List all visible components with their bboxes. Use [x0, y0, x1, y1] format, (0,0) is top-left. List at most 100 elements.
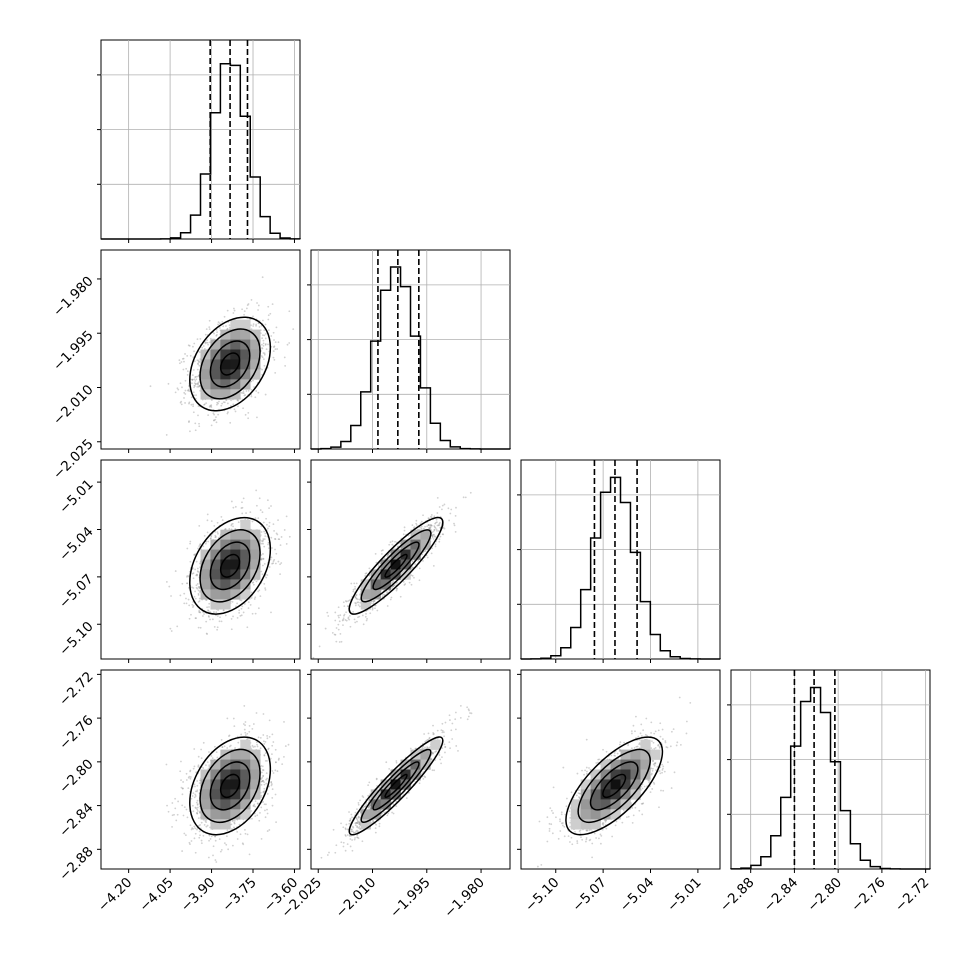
- sample-point: [381, 549, 384, 552]
- sample-point: [262, 774, 265, 777]
- contour-line: [209, 541, 251, 591]
- sample-point: [167, 810, 170, 813]
- density-cell: [240, 579, 251, 590]
- sample-point: [195, 560, 198, 563]
- hist-panel-3: [517, 459, 721, 663]
- sample-point: [225, 835, 228, 838]
- contour-line: [219, 352, 241, 376]
- sample-point: [263, 754, 266, 756]
- sample-point: [205, 341, 208, 344]
- sample-point: [285, 515, 288, 518]
- sample-point: [189, 843, 191, 846]
- sample-point: [276, 348, 279, 350]
- sample-point: [283, 529, 286, 531]
- sample-point: [275, 532, 278, 535]
- sample-point: [174, 391, 177, 394]
- sample-point: [199, 543, 202, 545]
- corner-panels: −2.025−2.010−1.995−1.980−5.10−5.07−5.04−…: [50, 39, 932, 921]
- density-cell: [220, 559, 231, 570]
- sample-point: [240, 599, 243, 602]
- sample-point: [275, 326, 278, 329]
- density-cell: [230, 329, 241, 340]
- density-cell: [230, 369, 241, 380]
- sample-point: [264, 759, 267, 762]
- sample-point: [186, 582, 188, 585]
- sample-point: [431, 535, 434, 537]
- sample-point: [262, 344, 265, 347]
- sample-point: [200, 842, 203, 845]
- sample-point: [198, 811, 201, 814]
- sample-point: [238, 609, 241, 612]
- sample-point: [275, 552, 278, 555]
- sample-point: [186, 370, 189, 373]
- sample-point: [216, 628, 219, 631]
- sample-point: [355, 597, 358, 600]
- sample-point: [260, 531, 263, 533]
- sample-point: [226, 717, 229, 720]
- density-cell: [370, 579, 381, 590]
- sample-point: [228, 326, 231, 329]
- sample-point: [207, 610, 210, 612]
- scatter-panel-3-1: [97, 459, 301, 663]
- sample-point: [250, 299, 253, 301]
- sample-point: [439, 535, 442, 538]
- sample-point: [395, 589, 398, 592]
- sample-point: [194, 422, 197, 425]
- density-cell: [410, 539, 421, 550]
- sample-point: [179, 770, 182, 773]
- density-cell: [400, 559, 411, 570]
- density-cell: [240, 379, 251, 390]
- sample-point: [469, 491, 472, 494]
- sample-point: [335, 640, 338, 643]
- sample-point: [271, 547, 273, 549]
- sample-point: [263, 352, 266, 355]
- sample-point: [256, 416, 258, 419]
- sample-point: [193, 384, 196, 387]
- sample-point: [178, 359, 181, 362]
- sample-point: [196, 375, 198, 378]
- sample-point: [263, 790, 266, 793]
- sample-point: [196, 368, 199, 371]
- sample-point: [179, 401, 182, 404]
- sample-point: [372, 600, 375, 603]
- sample-point: [197, 755, 200, 758]
- sample-point: [232, 615, 234, 618]
- sample-point: [267, 314, 270, 317]
- sample-point: [193, 382, 196, 384]
- sample-point: [432, 533, 435, 536]
- sample-point: [432, 530, 435, 533]
- sample-point: [371, 607, 374, 610]
- sample-point: [234, 505, 237, 508]
- sample-point: [277, 758, 280, 761]
- sample-point: [226, 327, 229, 330]
- sample-point: [230, 500, 233, 503]
- sample-point: [254, 517, 257, 520]
- density-cell: [360, 599, 371, 610]
- sample-point: [195, 584, 198, 587]
- sample-point: [233, 309, 236, 312]
- sample-point: [186, 373, 189, 376]
- sample-point: [212, 412, 215, 415]
- sample-point: [414, 563, 417, 566]
- sample-point: [428, 517, 431, 520]
- sample-point: [192, 827, 195, 830]
- sample-point: [402, 580, 405, 583]
- sample-point: [197, 824, 200, 827]
- sample-point: [196, 338, 199, 341]
- sample-point: [224, 614, 227, 617]
- sample-point: [214, 536, 217, 539]
- sample-point: [186, 582, 189, 585]
- sample-point: [257, 304, 260, 307]
- sample-point: [292, 328, 295, 330]
- sample-point: [334, 619, 337, 622]
- sample-point: [253, 598, 256, 600]
- sample-point: [431, 547, 434, 550]
- sample-point: [193, 386, 195, 389]
- sample-point: [273, 358, 276, 361]
- sample-point: [248, 725, 251, 727]
- sample-point: [208, 615, 210, 618]
- sample-point: [206, 513, 209, 516]
- sample-point: [375, 561, 378, 564]
- sample-point: [198, 830, 201, 833]
- sample-point: [260, 764, 263, 767]
